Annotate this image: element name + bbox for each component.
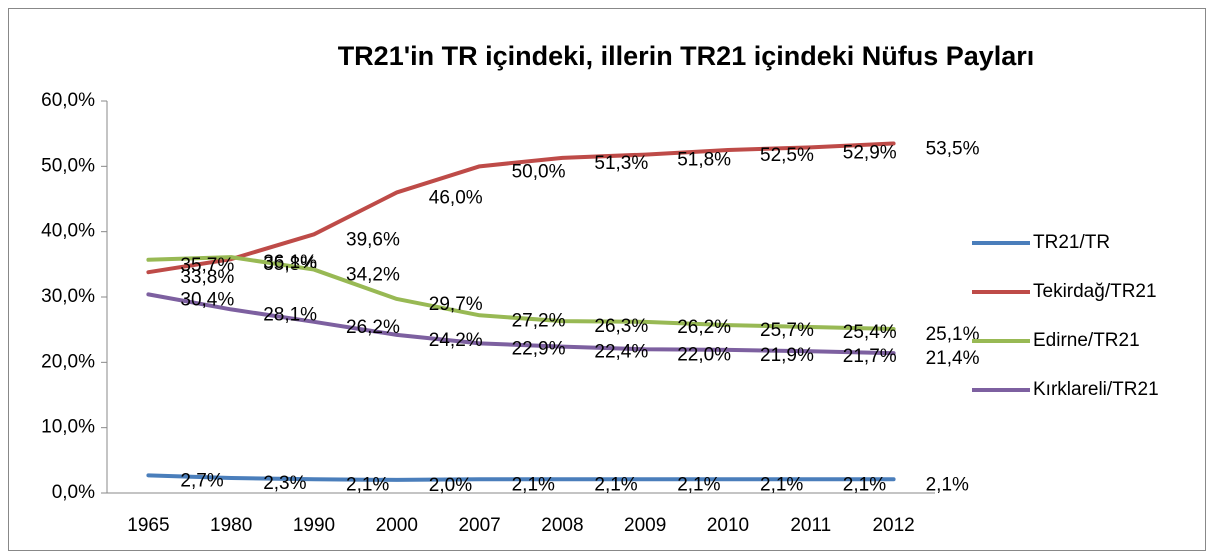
y-tick-label: 50,0% bbox=[41, 155, 95, 176]
x-tick-label: 2007 bbox=[458, 515, 500, 536]
data-label: 28,1% bbox=[263, 304, 317, 325]
chart-border bbox=[8, 8, 1206, 551]
data-label: 33,8% bbox=[180, 267, 234, 288]
data-label: 2,1% bbox=[677, 474, 720, 495]
data-label: 25,1% bbox=[926, 324, 980, 345]
data-label: 46,0% bbox=[429, 187, 483, 208]
data-label: 30,4% bbox=[180, 289, 234, 310]
data-label: 2,3% bbox=[263, 473, 306, 494]
data-label: 21,4% bbox=[926, 348, 980, 369]
data-label: 2,1% bbox=[843, 474, 886, 495]
y-tick-label: 20,0% bbox=[41, 351, 95, 372]
legend-label: TR21/TR bbox=[1033, 232, 1110, 253]
data-label: 21,9% bbox=[760, 345, 814, 366]
x-tick-label: 2008 bbox=[541, 515, 583, 536]
legend-label: Kırklareli/TR21 bbox=[1033, 379, 1159, 400]
x-tick-label: 1990 bbox=[293, 515, 335, 536]
y-tick-label: 60,0% bbox=[41, 90, 95, 111]
chart-title: TR21'in TR içindeki, illerin TR21 içinde… bbox=[338, 41, 1035, 71]
data-label: 53,5% bbox=[926, 138, 980, 159]
data-label: 2,1% bbox=[760, 474, 803, 495]
data-label: 25,4% bbox=[843, 322, 897, 343]
data-label: 51,3% bbox=[594, 153, 648, 174]
x-tick-label: 2000 bbox=[376, 515, 418, 536]
data-label: 24,2% bbox=[429, 330, 483, 351]
data-label: 27,2% bbox=[512, 310, 566, 331]
data-label: 52,5% bbox=[760, 145, 814, 166]
x-tick-label: 2010 bbox=[707, 515, 749, 536]
x-tick-label: 2012 bbox=[872, 515, 914, 536]
data-label: 36,1% bbox=[263, 252, 317, 273]
data-label: 26,2% bbox=[346, 317, 400, 338]
series-line bbox=[146, 255, 896, 332]
y-tick-label: 30,0% bbox=[41, 286, 95, 307]
data-label: 2,0% bbox=[429, 475, 472, 496]
series-line bbox=[146, 141, 896, 275]
series-line bbox=[146, 473, 896, 482]
x-tick-label: 1980 bbox=[210, 515, 252, 536]
data-label: 2,1% bbox=[594, 474, 637, 495]
data-label: 2,7% bbox=[180, 470, 223, 491]
y-tick-label: 40,0% bbox=[41, 221, 95, 242]
data-label: 26,3% bbox=[594, 316, 648, 337]
data-label: 52,9% bbox=[843, 142, 897, 163]
data-label: 35,7% bbox=[180, 255, 234, 276]
data-label: 50,0% bbox=[512, 161, 566, 182]
series-line bbox=[146, 292, 896, 356]
legend-label: Edirne/TR21 bbox=[1033, 330, 1140, 351]
data-label: 2,1% bbox=[512, 474, 555, 495]
data-label: 2,1% bbox=[926, 474, 969, 495]
data-label: 22,9% bbox=[512, 338, 566, 359]
data-label: 22,4% bbox=[594, 342, 648, 363]
data-label: 2,1% bbox=[346, 474, 389, 495]
legend-label: Tekirdağ/TR21 bbox=[1033, 281, 1157, 302]
x-tick-label: 2009 bbox=[624, 515, 666, 536]
data-label: 25,7% bbox=[760, 320, 814, 341]
data-label: 21,7% bbox=[843, 346, 897, 367]
data-label: 51,8% bbox=[677, 150, 731, 171]
data-label: 22,0% bbox=[677, 344, 731, 365]
x-tick-label: 2011 bbox=[790, 515, 831, 536]
data-label: 26,2% bbox=[677, 317, 731, 338]
y-tick-label: 0,0% bbox=[52, 482, 95, 503]
y-tick-label: 10,0% bbox=[41, 417, 95, 438]
data-label: 39,6% bbox=[346, 229, 400, 250]
x-tick-label: 1965 bbox=[127, 515, 169, 536]
data-label: 34,2% bbox=[346, 265, 400, 286]
data-label: 29,7% bbox=[429, 294, 483, 315]
